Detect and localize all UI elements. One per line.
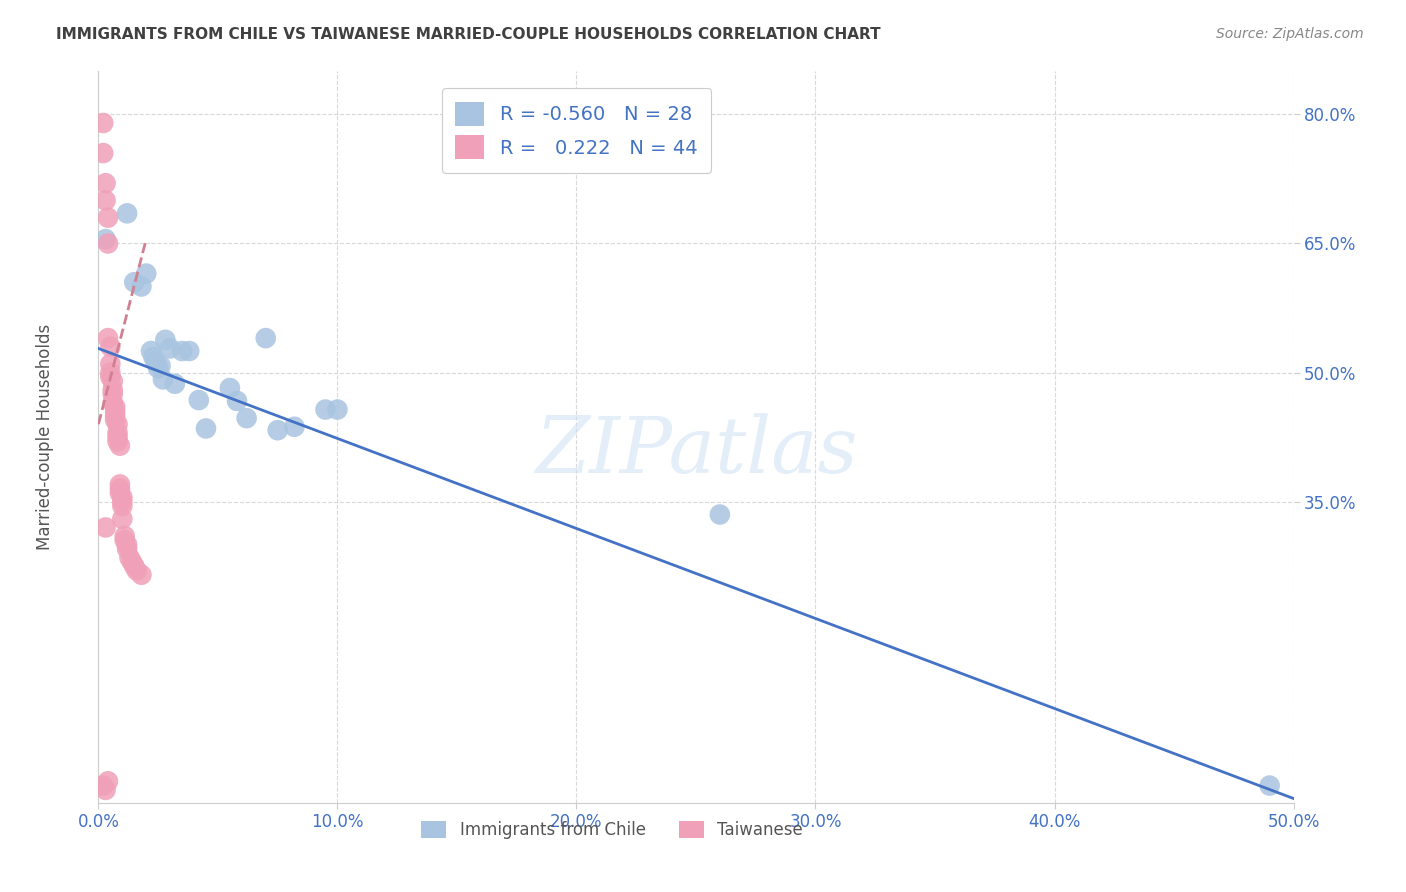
Point <box>111 491 134 505</box>
Point <box>118 550 141 565</box>
Point <box>107 430 129 444</box>
Point <box>125 564 148 578</box>
Point <box>1258 779 1281 793</box>
Point <box>131 279 153 293</box>
Point <box>139 344 162 359</box>
Point <box>148 361 170 376</box>
Point <box>152 372 174 386</box>
Point <box>111 512 134 526</box>
Point <box>135 267 157 281</box>
Point <box>195 421 218 435</box>
Point <box>155 333 177 347</box>
Point <box>98 357 122 371</box>
Point <box>267 423 290 437</box>
Point <box>172 344 194 359</box>
Point <box>187 393 209 408</box>
Point <box>94 520 117 534</box>
Point <box>131 567 153 582</box>
Point <box>163 376 186 391</box>
Point <box>94 232 117 246</box>
Point <box>94 783 117 797</box>
Point <box>107 425 129 440</box>
Point <box>107 434 129 449</box>
Point <box>145 355 167 369</box>
Point <box>111 494 134 508</box>
Text: ZIPatlas: ZIPatlas <box>534 414 858 490</box>
Text: IMMIGRANTS FROM CHILE VS TAIWANESE MARRIED-COUPLE HOUSEHOLDS CORRELATION CHART: IMMIGRANTS FROM CHILE VS TAIWANESE MARRI… <box>56 27 882 42</box>
Point <box>91 116 114 130</box>
Point <box>108 486 131 500</box>
Point <box>108 477 131 491</box>
Point <box>108 439 131 453</box>
Point <box>94 194 117 208</box>
Point <box>97 331 120 345</box>
Point <box>101 374 124 388</box>
Point <box>114 529 136 543</box>
Point <box>159 342 181 356</box>
Legend: Immigrants from Chile, Taiwanese: Immigrants from Chile, Taiwanese <box>415 814 810 846</box>
Point <box>219 381 242 395</box>
Point <box>315 402 337 417</box>
Point <box>97 236 120 251</box>
Point <box>235 411 257 425</box>
Point <box>104 409 127 423</box>
Point <box>98 369 122 384</box>
Point <box>121 555 143 569</box>
Point <box>97 211 120 225</box>
Point <box>149 359 172 373</box>
Point <box>254 331 277 345</box>
Point <box>91 779 114 793</box>
Point <box>104 400 127 414</box>
Point <box>326 402 349 417</box>
Point <box>94 176 117 190</box>
Point <box>98 340 122 354</box>
Text: Married-couple Households: Married-couple Households <box>35 324 53 550</box>
Point <box>124 559 146 574</box>
Point <box>115 538 138 552</box>
Point <box>709 508 731 522</box>
Point <box>115 206 138 220</box>
Point <box>114 533 136 548</box>
Text: Source: ZipAtlas.com: Source: ZipAtlas.com <box>1216 27 1364 41</box>
Point <box>283 419 305 434</box>
Point <box>104 413 127 427</box>
Point <box>107 417 129 432</box>
Point <box>101 387 124 401</box>
Point <box>104 404 127 418</box>
Point <box>91 146 114 161</box>
Point <box>101 395 124 409</box>
Point <box>226 393 249 408</box>
Point <box>124 275 146 289</box>
Point <box>179 344 201 359</box>
Point <box>142 350 165 364</box>
Point <box>108 482 131 496</box>
Point <box>111 499 134 513</box>
Point <box>101 383 124 397</box>
Point <box>115 541 138 556</box>
Point <box>97 774 120 789</box>
Point <box>98 366 122 380</box>
